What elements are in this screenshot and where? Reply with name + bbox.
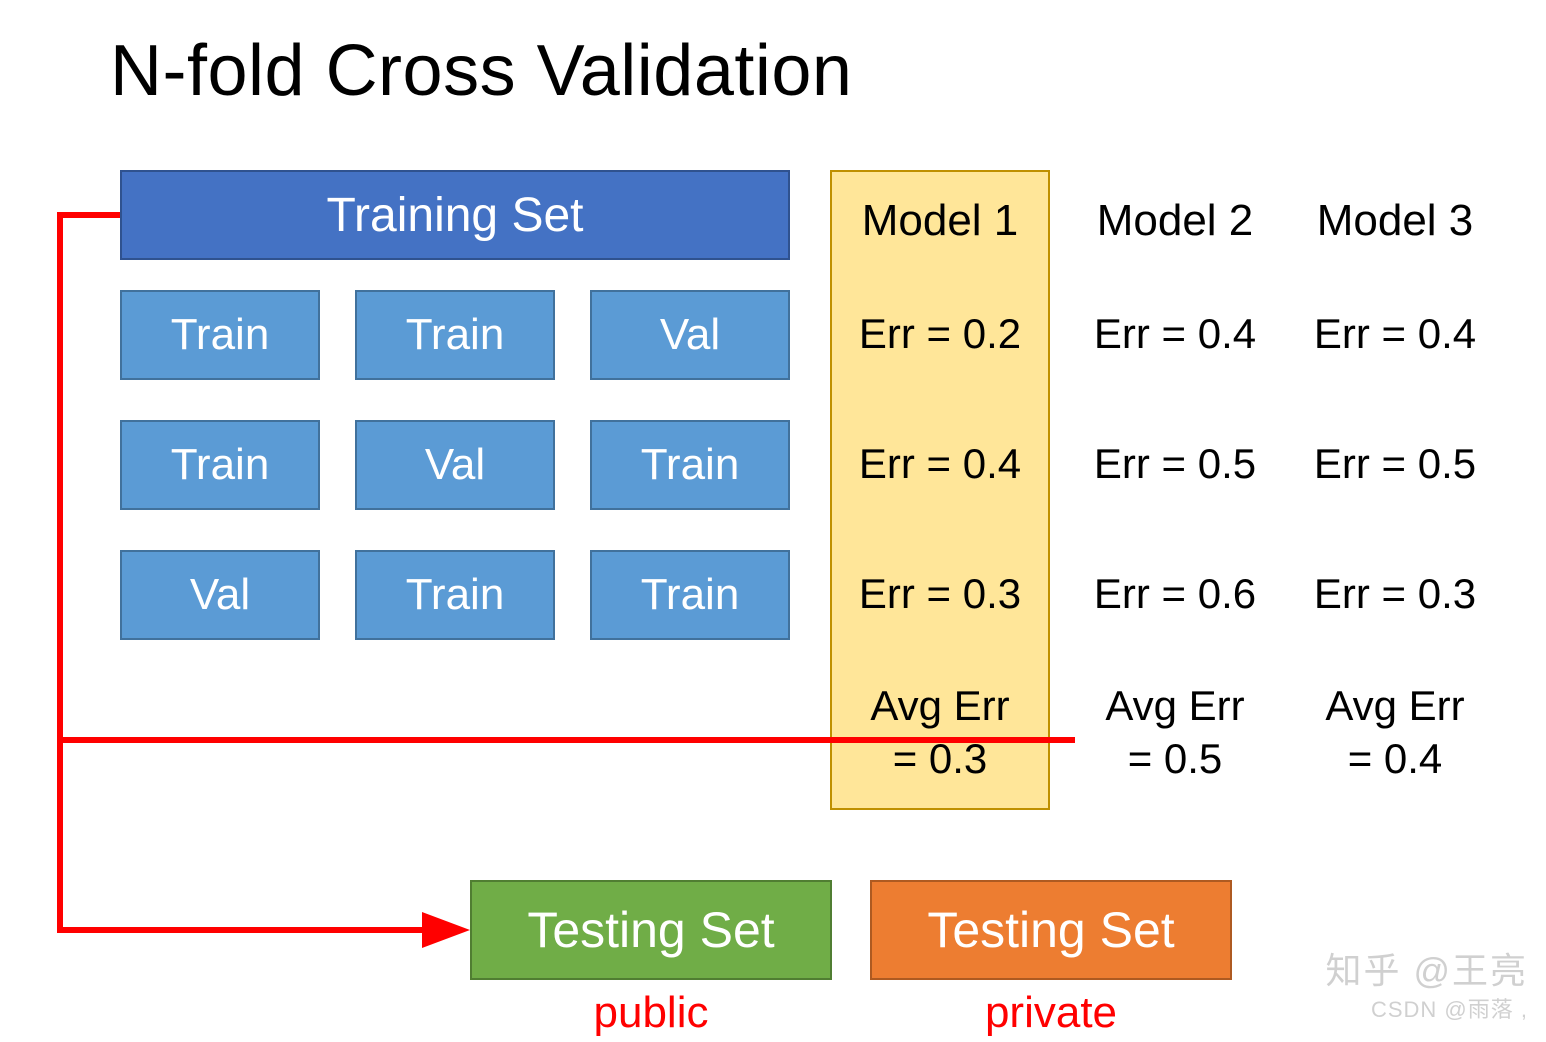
testing-set-private-sublabel: private	[870, 988, 1232, 1038]
model-3-err-1: Err = 0.4	[1295, 310, 1495, 358]
model-3-avg: Avg Err = 0.4	[1295, 680, 1495, 785]
model-1-label: Model 1	[845, 196, 1035, 246]
model-1-avg: Avg Err = 0.3	[845, 680, 1035, 785]
model-1-err-3: Err = 0.3	[845, 570, 1035, 618]
testing-set-public: Testing Set	[470, 880, 832, 980]
fold-cell: Train	[120, 420, 320, 510]
fold-cell: Val	[590, 290, 790, 380]
watermark-csdn: CSDN @雨落 ,	[1371, 992, 1528, 1024]
model-2-err-3: Err = 0.6	[1075, 570, 1275, 618]
fold-cell: Train	[355, 290, 555, 380]
model-2-label: Model 2	[1075, 196, 1275, 246]
watermark-zhihu: 知乎 @王亮	[1325, 942, 1528, 994]
fold-cell: Val	[355, 420, 555, 510]
model-2-err-1: Err = 0.4	[1075, 310, 1275, 358]
model-3-err-3: Err = 0.3	[1295, 570, 1495, 618]
fold-cell: Val	[120, 550, 320, 640]
fold-cell: Train	[355, 550, 555, 640]
testing-set-public-sublabel: public	[470, 988, 832, 1038]
model-1-err-1: Err = 0.2	[845, 310, 1035, 358]
training-set-header: Training Set	[120, 170, 790, 260]
model-3-label: Model 3	[1295, 196, 1495, 246]
model-2-err-2: Err = 0.5	[1075, 440, 1275, 488]
fold-cell: Train	[120, 290, 320, 380]
testing-set-private: Testing Set	[870, 880, 1232, 980]
model-2-avg: Avg Err = 0.5	[1075, 680, 1275, 785]
fold-cell: Train	[590, 420, 790, 510]
model-3-err-2: Err = 0.5	[1295, 440, 1495, 488]
model-1-err-2: Err = 0.4	[845, 440, 1035, 488]
page-title: N-fold Cross Validation	[110, 30, 852, 112]
fold-cell: Train	[590, 550, 790, 640]
